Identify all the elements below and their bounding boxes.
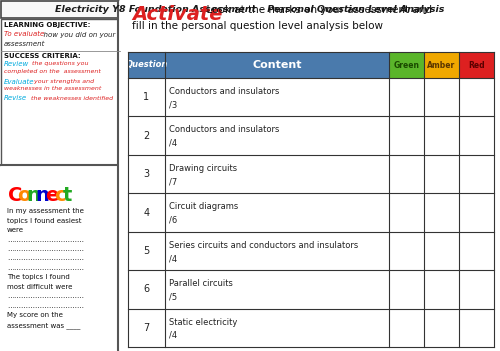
Text: 6: 6 (144, 284, 150, 294)
Text: /4: /4 (169, 331, 177, 340)
Text: topics I found easiest: topics I found easiest (7, 218, 82, 224)
Text: 5: 5 (144, 246, 150, 256)
Text: ……………………………: …………………………… (7, 293, 84, 299)
Text: Drawing circuits: Drawing circuits (169, 164, 237, 173)
Text: 4: 4 (144, 207, 150, 218)
Text: Green: Green (394, 60, 419, 69)
Text: o: o (17, 186, 30, 205)
Text: were: were (7, 227, 24, 233)
Text: your strengths and: your strengths and (32, 79, 94, 84)
Text: The topics I found: The topics I found (7, 274, 70, 280)
FancyBboxPatch shape (128, 270, 494, 309)
Text: Conductors and insulators: Conductors and insulators (169, 125, 280, 134)
FancyBboxPatch shape (1, 19, 120, 166)
FancyBboxPatch shape (128, 309, 494, 347)
Text: how you did on your: how you did on your (39, 32, 116, 38)
Text: the weaknesses identified: the weaknesses identified (27, 95, 113, 100)
Text: Activate: Activate (132, 5, 222, 24)
Text: the questions you: the questions you (28, 61, 88, 66)
Text: Question: Question (126, 60, 168, 69)
Text: Red: Red (468, 60, 485, 69)
FancyBboxPatch shape (128, 155, 494, 193)
Text: /4: /4 (169, 139, 177, 148)
Text: ……………………………: …………………………… (7, 256, 84, 261)
Text: assessment was ____: assessment was ____ (7, 322, 80, 329)
Text: /6: /6 (169, 216, 177, 225)
Text: Circuit diagrams: Circuit diagrams (169, 202, 238, 211)
FancyBboxPatch shape (1, 1, 499, 18)
Text: most difficult were: most difficult were (7, 284, 72, 290)
Text: Electricity Y8 Foundation Assessment – Personal Question Level Analysis: Electricity Y8 Foundation Assessment – P… (56, 5, 444, 13)
Text: completed on the  assessment: completed on the assessment (4, 69, 101, 74)
Text: n: n (26, 186, 40, 205)
Text: Revise: Revise (4, 95, 27, 101)
Text: Amber: Amber (428, 60, 456, 69)
Text: 3: 3 (144, 169, 150, 179)
FancyBboxPatch shape (459, 52, 494, 78)
FancyBboxPatch shape (118, 0, 500, 351)
Text: n: n (36, 186, 50, 205)
Text: ……………………………: …………………………… (7, 265, 84, 271)
Text: SUCCESS CRITERIA:: SUCCESS CRITERIA: (4, 53, 80, 59)
Text: t: t (63, 186, 72, 205)
Text: Parallel circuits: Parallel circuits (169, 279, 233, 288)
FancyBboxPatch shape (128, 52, 389, 78)
Text: /3: /3 (169, 100, 177, 110)
Text: 1: 1 (144, 92, 150, 102)
Text: /4: /4 (169, 254, 177, 263)
Text: ……………………………: …………………………… (7, 246, 84, 252)
FancyBboxPatch shape (424, 52, 459, 78)
FancyBboxPatch shape (128, 117, 494, 155)
Text: 2: 2 (144, 131, 150, 141)
Text: Look at the marks on your assessment and: Look at the marks on your assessment and (200, 5, 432, 15)
Text: Evaluate: Evaluate (4, 79, 34, 85)
Text: C: C (8, 186, 22, 205)
FancyBboxPatch shape (128, 193, 494, 232)
Text: My score on the: My score on the (7, 312, 63, 318)
Text: Static electricity: Static electricity (169, 318, 237, 326)
FancyBboxPatch shape (389, 52, 424, 78)
Text: To evaluate: To evaluate (4, 32, 44, 38)
FancyBboxPatch shape (0, 165, 123, 351)
Text: e: e (45, 186, 58, 205)
Text: LEARNING OBJECTIVE:: LEARNING OBJECTIVE: (4, 21, 90, 27)
Text: 7: 7 (144, 323, 150, 333)
Text: assessment: assessment (4, 40, 45, 46)
Text: /7: /7 (169, 177, 177, 186)
FancyBboxPatch shape (128, 78, 494, 117)
Text: Content: Content (252, 60, 302, 70)
Text: ……………………………: …………………………… (7, 303, 84, 309)
Text: In my assessment the: In my assessment the (7, 208, 84, 214)
Text: ……………………………: …………………………… (7, 237, 84, 243)
FancyBboxPatch shape (128, 232, 494, 270)
Text: Conductors and insulators: Conductors and insulators (169, 87, 280, 96)
Text: Review: Review (4, 61, 29, 67)
Text: weaknesses in the assessment: weaknesses in the assessment (4, 86, 102, 91)
Text: fill in the personal question level analysis below: fill in the personal question level anal… (132, 21, 383, 31)
Text: c: c (54, 186, 66, 205)
Text: /5: /5 (169, 292, 177, 302)
Text: Series circuits and conductors and insulators: Series circuits and conductors and insul… (169, 241, 358, 250)
